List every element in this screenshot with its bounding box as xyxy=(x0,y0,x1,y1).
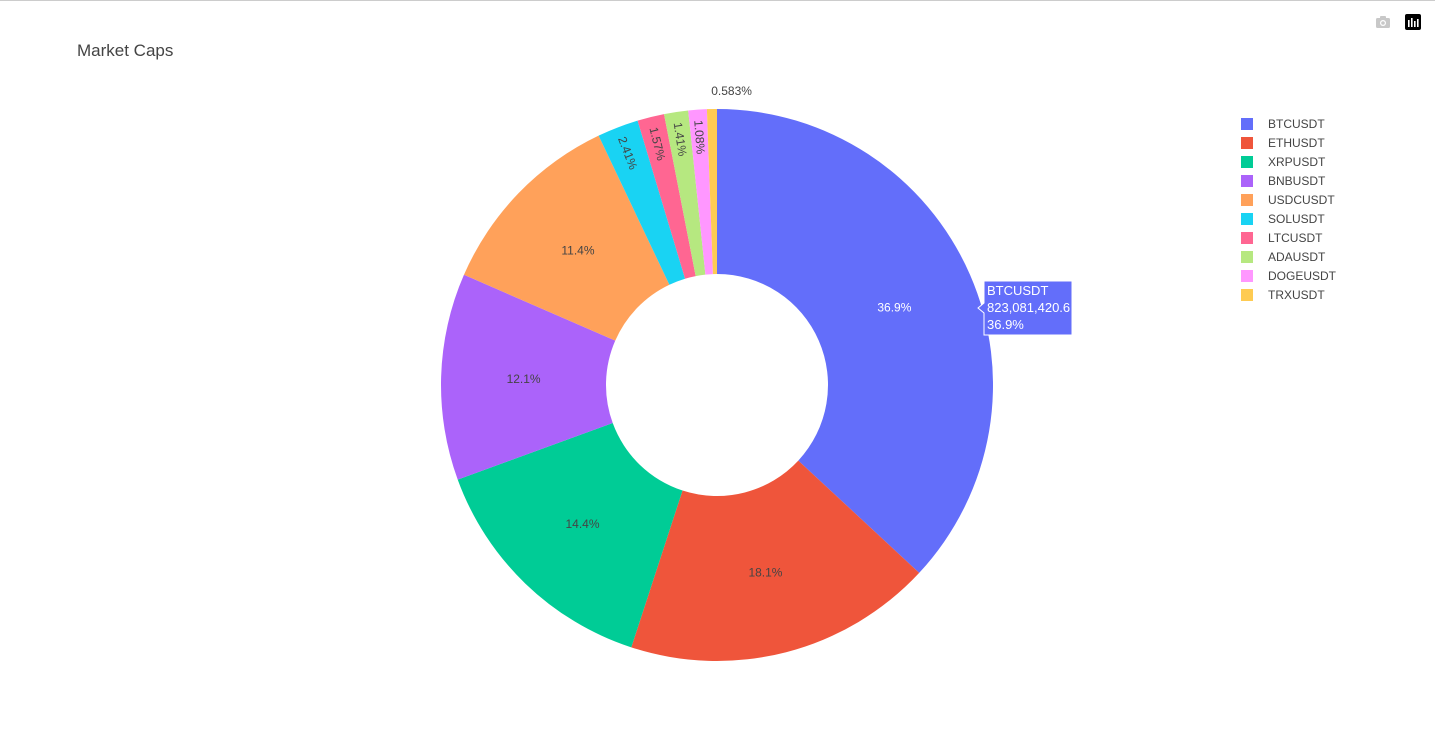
legend-swatch xyxy=(1241,288,1253,301)
legend-swatch xyxy=(1241,269,1253,282)
legend-swatch xyxy=(1241,136,1253,149)
slice-label-dogeusdt: 1.08% xyxy=(691,120,707,155)
slice-label-ethusdt: 18.1% xyxy=(748,565,782,579)
legend-swatch xyxy=(1241,231,1253,244)
modebar xyxy=(1373,12,1423,32)
legend-label: BTCUSDT xyxy=(1268,116,1325,131)
slice-usdcusdt[interactable] xyxy=(463,135,670,341)
camera-icon[interactable] xyxy=(1373,12,1393,32)
legend-label: BNBUSDT xyxy=(1268,173,1326,188)
legend-item-usdcusdt[interactable]: USDCUSDT xyxy=(1241,190,1336,209)
legend-item-btcusdt[interactable]: BTCUSDT xyxy=(1241,114,1336,133)
legend-item-solusdt[interactable]: SOLUSDT xyxy=(1241,209,1336,228)
legend-swatch xyxy=(1241,212,1253,225)
slice-xrpusdt[interactable] xyxy=(457,423,683,648)
slice-ltcusdt[interactable] xyxy=(637,114,696,279)
chart-title: Market Caps xyxy=(77,41,174,60)
slice-bnbusdt[interactable] xyxy=(441,274,616,480)
slice-label-trxusdt: 0.583% xyxy=(711,84,752,98)
legend-label: TRXUSDT xyxy=(1268,287,1325,302)
legend-label: ADAUSDT xyxy=(1268,249,1326,264)
legend-item-bnbusdt[interactable]: BNBUSDT xyxy=(1241,171,1336,190)
hover-tooltip xyxy=(977,280,1073,336)
slice-solusdt[interactable] xyxy=(598,120,686,285)
slice-btcusdt[interactable] xyxy=(717,109,994,573)
slice-label-xrpusdt: 14.4% xyxy=(566,517,600,531)
slice-dogeusdt[interactable] xyxy=(688,109,713,275)
legend-swatch xyxy=(1241,193,1253,206)
top-border xyxy=(0,0,1435,1)
legend-label: ETHUSDT xyxy=(1268,135,1325,150)
legend-item-adausdt[interactable]: ADAUSDT xyxy=(1241,247,1336,266)
legend-label: DOGEUSDT xyxy=(1268,268,1337,283)
legend-label: XRPUSDT xyxy=(1268,154,1326,169)
hover-label: BTCUSDT xyxy=(987,283,1048,298)
legend-item-trxusdt[interactable]: TRXUSDT xyxy=(1241,285,1336,304)
legend-swatch xyxy=(1241,174,1253,187)
slice-label-btcusdt: 36.9% xyxy=(877,301,911,315)
legend-item-dogeusdt[interactable]: DOGEUSDT xyxy=(1241,266,1336,285)
hover-value: 823,081,420.6 xyxy=(987,300,1070,315)
slice-adausdt[interactable] xyxy=(664,110,706,277)
slice-ethusdt[interactable] xyxy=(631,460,920,662)
legend-label: SOLUSDT xyxy=(1268,211,1325,226)
legend-swatch xyxy=(1241,155,1253,168)
plotly-logo-icon[interactable] xyxy=(1403,12,1423,32)
hover-percent: 36.9% xyxy=(987,317,1024,332)
slice-label-adausdt: 1.41% xyxy=(671,121,690,157)
legend-item-ethusdt[interactable]: ETHUSDT xyxy=(1241,133,1336,152)
slice-label-usdcusdt: 11.4% xyxy=(561,243,594,257)
legend-item-ltcusdt[interactable]: LTCUSDT xyxy=(1241,228,1336,247)
legend-label: LTCUSDT xyxy=(1268,230,1323,245)
legend-label: USDCUSDT xyxy=(1268,192,1335,207)
legend: BTCUSDT ETHUSDT XRPUSDT BNBUSDT USDCUSDT SOLU… xyxy=(1241,114,1336,304)
legend-swatch xyxy=(1241,250,1253,263)
legend-item-xrpusdt[interactable]: XRPUSDT xyxy=(1241,152,1336,171)
legend-swatch xyxy=(1241,117,1253,130)
slice-label-bnbusdt: 12.1% xyxy=(507,372,541,386)
slice-trxusdt[interactable] xyxy=(706,109,717,275)
